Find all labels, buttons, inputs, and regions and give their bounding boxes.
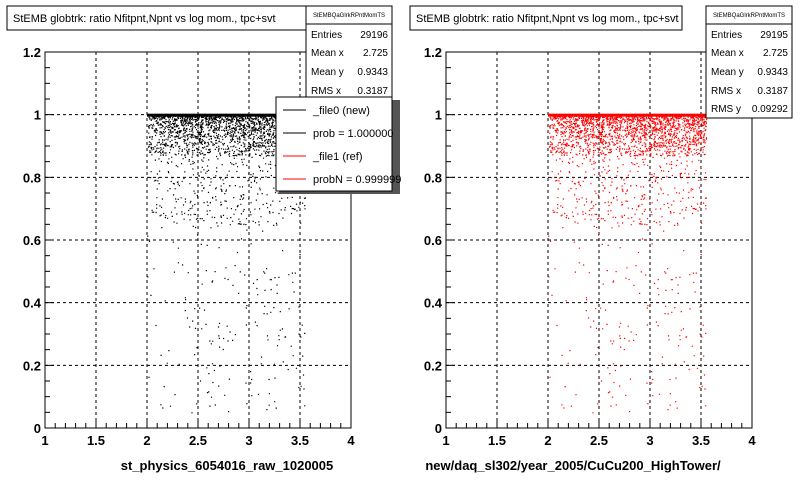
p1-y-tick-label: 0.2 [424, 358, 442, 373]
right-stats-label-rms-x: RMS x [711, 86, 741, 97]
left-stats-name: StEMBQaGlrkRPntMomTS [313, 13, 385, 19]
right-stats-label-rms-y: RMS y [711, 104, 741, 115]
right-stats-label-mean-x: Mean x [711, 48, 744, 59]
right-stats-value-rms-x: 0.3187 [757, 86, 788, 97]
legend-box [275, 96, 393, 192]
left-title-box [6, 5, 308, 31]
p1-y-tick-label: 1.2 [424, 45, 442, 60]
p0-y-tick-label: 0 [34, 421, 41, 436]
p0-y-tick-label: 1.2 [23, 45, 41, 60]
p1-y-tick-label: 0 [435, 421, 442, 436]
legend-label-file1: _file1 (ref) [312, 151, 363, 163]
left-stats-label-rms-x: RMS x [311, 86, 341, 97]
left-stats-value-rms-x: 0.3187 [357, 86, 388, 97]
p0-x-tick-label: 2.5 [189, 433, 207, 448]
right-x-axis-label: new/daq_sl302/year_2005/CuCu200_HighTowe… [425, 458, 721, 473]
p1-scatter-markers [548, 114, 708, 414]
left-stats-label-mean-y: Mean y [311, 67, 344, 78]
right-stats-label-mean-y: Mean y [711, 67, 744, 78]
right-stats-box: StEMBQaGlrkRPntMomTS Entries 29195 Mean … [705, 5, 793, 119]
p1-x-tick-label: 1.5 [488, 433, 506, 448]
p0-x-tick-label: 3.5 [291, 433, 309, 448]
right-title-box [409, 5, 683, 31]
p1-x-tick-label: 3 [646, 433, 653, 448]
right-stats-name: StEMBQaGlrkRPntMomTS [713, 13, 785, 19]
p0-x-tick-label: 3 [245, 433, 252, 448]
left-panel: StEMB globtrk: ratio Nfitpnt,Npnt vs log… [6, 5, 355, 473]
p1-x-tick-label: 2.5 [590, 433, 608, 448]
p0-y-tick-label: 0.4 [23, 296, 42, 311]
left-title: StEMB globtrk: ratio Nfitpnt,Npnt vs log… [13, 13, 276, 25]
left-stats-box: StEMBQaGlrkRPntMomTS Entries 29196 Mean … [305, 5, 393, 101]
left-x-axis-label: st_physics_6054016_raw_1020005 [121, 458, 334, 473]
p0-y-tick-label: 0.6 [23, 233, 41, 248]
p0-x-tick-label: 2 [143, 433, 150, 448]
left-stats-label-mean-x: Mean x [311, 48, 344, 59]
p1-y-tick-label: 1 [435, 108, 442, 123]
p1-x-tick-label: 1 [442, 433, 449, 448]
right-stats-value-entries: 29195 [760, 30, 788, 41]
legend-label-file0: _file0 (new) [312, 105, 370, 117]
right-stats-value-rms-y: 0.09292 [752, 104, 789, 115]
left-stats-value-mean-x: 2.725 [363, 48, 388, 59]
p0-y-tick-label: 1 [34, 108, 41, 123]
p1-x-tick-label: 3.5 [692, 433, 710, 448]
right-stats-value-mean-y: 0.9343 [757, 67, 788, 78]
right-title: StEMB globtrk: ratio Nfitpnt,Npnt vs log… [416, 13, 679, 25]
p0-x-tick-label: 1.5 [87, 433, 105, 448]
p0-y-tick-label: 0.2 [23, 358, 41, 373]
right-stats-label-entries: Entries [711, 30, 742, 41]
p1-x-tick-label: 4 [748, 433, 756, 448]
left-stats-value-mean-y: 0.9343 [357, 67, 388, 78]
p1-y-tick-label: 0.8 [424, 170, 442, 185]
legend: _file0 (new) prob = 1.000000 _file1 (ref… [275, 96, 401, 194]
legend-label-prob: prob = 1.000000 [313, 128, 393, 140]
p1-x-tick-label: 2 [544, 433, 551, 448]
p1-y-tick-label: 0.4 [424, 296, 443, 311]
legend-label-probn: probN = 0.999999 [313, 174, 401, 186]
p1-scatter-points [548, 113, 708, 414]
p1-y-tick-label: 0.6 [424, 233, 442, 248]
right-panel: StEMB globtrk: ratio Nfitpnt,Npnt vs log… [409, 5, 756, 473]
left-stats-label-entries: Entries [311, 30, 342, 41]
right-stats-value-mean-x: 2.725 [763, 48, 788, 59]
p0-y-tick-label: 0.8 [23, 170, 41, 185]
p0-x-tick-label: 4 [347, 433, 355, 448]
right-plot: 1 1.5 2 2.5 3 3.5 4 0 0.2 0.4 0.6 0.8 1 1.2 [424, 45, 756, 448]
p0-x-tick-label: 1 [41, 433, 48, 448]
left-stats-value-entries: 29196 [360, 30, 388, 41]
